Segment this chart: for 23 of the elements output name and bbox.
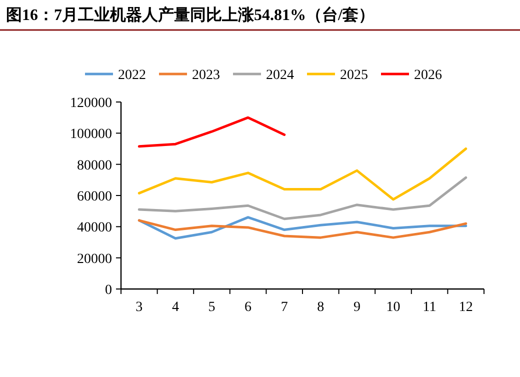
legend-label: 2026 [414, 68, 442, 83]
x-tick-label: 8 [317, 300, 324, 315]
x-tick-label: 5 [208, 300, 216, 315]
y-tick-label: 60000 [77, 190, 112, 204]
x-tick-label: 3 [136, 300, 143, 315]
x-tick-label: 12 [458, 300, 473, 315]
x-tick-label: 4 [172, 300, 179, 315]
y-tick-label: 80000 [77, 158, 112, 174]
chart-title: 图16：7月工业机器人产量同比上涨54.81%（台/套） [6, 6, 374, 24]
x-tick-label: 7 [280, 300, 288, 315]
legend-label: 2024 [266, 68, 294, 83]
legend-label: 2023 [192, 68, 220, 83]
y-tick-label: 40000 [77, 220, 112, 236]
x-tick-label: 6 [244, 300, 252, 315]
y-tick-label: 100000 [70, 127, 112, 142]
y-tick-label: 20000 [77, 252, 112, 267]
y-tick-label: 120000 [70, 96, 112, 111]
x-tick-label: 11 [422, 300, 436, 315]
y-tick-label: 0 [105, 283, 112, 298]
legend-label: 2025 [340, 68, 368, 83]
x-tick-label: 10 [386, 300, 400, 315]
legend-label: 2022 [118, 68, 146, 83]
x-tick-label: 9 [353, 300, 360, 315]
